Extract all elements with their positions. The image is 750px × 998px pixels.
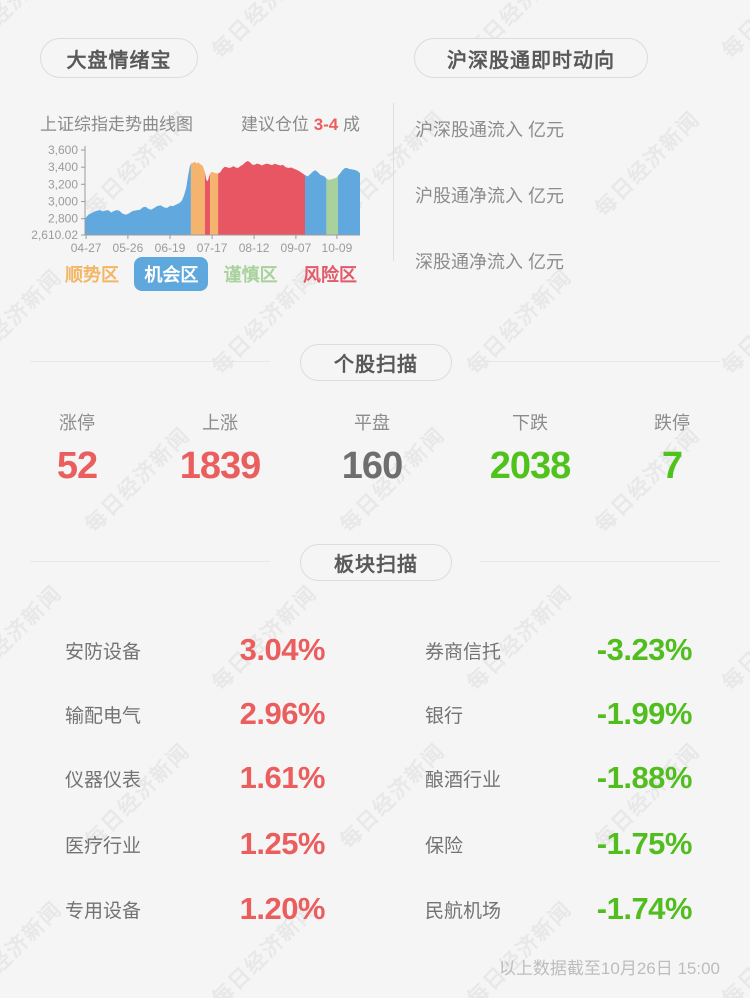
sector-name: 券商信托 <box>425 641 502 663</box>
sector-name: 输配电气 <box>65 705 142 727</box>
watermark: 每日经济新闻 <box>718 897 750 998</box>
sector-name: 医疗行业 <box>65 835 142 857</box>
sector-change: 2.96% <box>239 696 326 731</box>
legend-zone-trend[interactable]: 顺势区 <box>65 265 119 285</box>
scan-label: 涨停 <box>59 413 95 433</box>
svg-text:04-27: 04-27 <box>71 241 102 255</box>
panel-title-hsgt: 沪深股通即时动向 <box>414 38 648 78</box>
sector-change: -3.23% <box>596 632 693 667</box>
scan-value: 2038 <box>489 445 572 487</box>
section-divider <box>30 361 270 362</box>
section-divider <box>480 561 720 562</box>
scan-label: 平盘 <box>354 413 390 433</box>
sector-name: 保险 <box>425 835 464 857</box>
chart-title: 上证综指走势曲线图 <box>40 115 193 134</box>
suggested-position-value: 3-4 <box>313 115 339 134</box>
sector-row: 券商信托 -3.23% <box>425 628 693 672</box>
svg-text:3,600: 3,600 <box>48 143 78 157</box>
watermark: 每日经济新闻 <box>208 0 322 63</box>
watermark: 每日经济新闻 <box>591 107 705 221</box>
svg-text:08-12: 08-12 <box>239 241 270 255</box>
scan-value: 52 <box>56 445 98 487</box>
section-divider <box>30 561 270 562</box>
sector-row: 民航机场 -1.74% <box>425 887 693 931</box>
sector-change: -1.88% <box>596 760 693 795</box>
stock-scan-down: 下跌 2038 <box>465 412 595 487</box>
hsgt-row-sz-net-inflow: 深股通净流入 亿元 <box>415 252 565 272</box>
sector-change: -1.74% <box>596 891 693 926</box>
sector-name: 专用设备 <box>65 900 142 922</box>
svg-text:3,400: 3,400 <box>48 160 78 174</box>
svg-text:2,610.02: 2,610.02 <box>31 228 78 242</box>
scan-value: 160 <box>341 445 403 487</box>
sector-name: 银行 <box>425 705 464 727</box>
sector-name: 仪器仪表 <box>65 769 142 791</box>
sector-change: 1.61% <box>239 760 326 795</box>
section-title-sector-scan: 板块扫描 <box>300 544 452 581</box>
svg-text:05-26: 05-26 <box>113 241 144 255</box>
sector-row: 医疗行业 1.25% <box>65 822 326 866</box>
stock-scan-limit-up: 涨停 52 <box>12 412 142 487</box>
watermark: 每日经济新闻 <box>718 0 750 63</box>
sector-name: 酿酒行业 <box>425 769 502 791</box>
sector-row: 输配电气 2.96% <box>65 692 326 736</box>
watermark: 每日经济新闻 <box>0 581 67 695</box>
stock-scan-up: 上涨 1839 <box>155 412 285 487</box>
suggested-position-prefix: 建议仓位 <box>240 115 314 134</box>
svg-text:07-17: 07-17 <box>197 241 228 255</box>
sector-name: 安防设备 <box>65 641 142 663</box>
svg-text:09-07: 09-07 <box>281 241 312 255</box>
hsgt-row-sh-net-inflow: 沪股通净流入 亿元 <box>415 186 565 206</box>
svg-text:10-09: 10-09 <box>322 241 353 255</box>
section-divider <box>480 361 720 362</box>
panel-title-sentiment: 大盘情绪宝 <box>40 38 198 78</box>
sector-row: 安防设备 3.04% <box>65 628 326 672</box>
watermark: 每日经济新闻 <box>0 897 67 998</box>
scan-value: 1839 <box>179 445 262 487</box>
scan-label: 上涨 <box>202 413 238 433</box>
sector-row: 酿酒行业 -1.88% <box>425 756 693 800</box>
suggested-position: 建议仓位 3-4 成 <box>241 110 360 135</box>
sector-row: 保险 -1.75% <box>425 822 693 866</box>
svg-text:3,200: 3,200 <box>48 177 78 191</box>
scan-value: 7 <box>661 445 683 487</box>
vertical-divider <box>393 103 394 261</box>
svg-text:06-19: 06-19 <box>155 241 186 255</box>
legend-zone-caution[interactable]: 谨慎区 <box>223 265 278 285</box>
legend-zone-opportunity[interactable]: 机会区 <box>134 257 209 291</box>
sector-change: -1.75% <box>596 826 693 861</box>
stock-scan-flat: 平盘 160 <box>307 412 437 487</box>
sector-change: 1.20% <box>239 891 326 926</box>
suggested-position-suffix: 成 <box>338 115 360 134</box>
svg-text:3,000: 3,000 <box>48 195 78 209</box>
sentiment-area-chart: 3,600 3,400 3,200 3,000 2,800 2,610.02 04-27 05… <box>30 140 375 255</box>
sector-change: 1.25% <box>239 826 326 861</box>
hsgt-row-total-inflow: 沪深股通流入 亿元 <box>415 120 565 140</box>
sector-row: 银行 -1.99% <box>425 692 693 736</box>
sector-change: 3.04% <box>239 632 326 667</box>
scan-label: 跌停 <box>654 413 690 433</box>
watermark: 每日经济新闻 <box>718 581 750 695</box>
watermark: 每日经济新闻 <box>718 265 750 379</box>
data-cutoff-note: 以上数据截至10月26日 15:00 <box>498 959 720 978</box>
sector-name: 民航机场 <box>425 900 502 922</box>
legend-zone-risk[interactable]: 风险区 <box>302 265 357 285</box>
sector-row: 仪器仪表 1.61% <box>65 756 326 800</box>
zone-legend: 顺势区 机会区 谨慎区 风险区 <box>55 257 367 291</box>
scan-label: 下跌 <box>512 413 548 433</box>
svg-text:2,800: 2,800 <box>48 212 78 226</box>
section-title-stock-scan: 个股扫描 <box>300 344 452 381</box>
sector-change: -1.99% <box>596 696 693 731</box>
sector-row: 专用设备 1.20% <box>65 887 326 931</box>
stock-scan-limit-down: 跌停 7 <box>607 412 737 487</box>
watermark: 每日经济新闻 <box>463 265 577 379</box>
